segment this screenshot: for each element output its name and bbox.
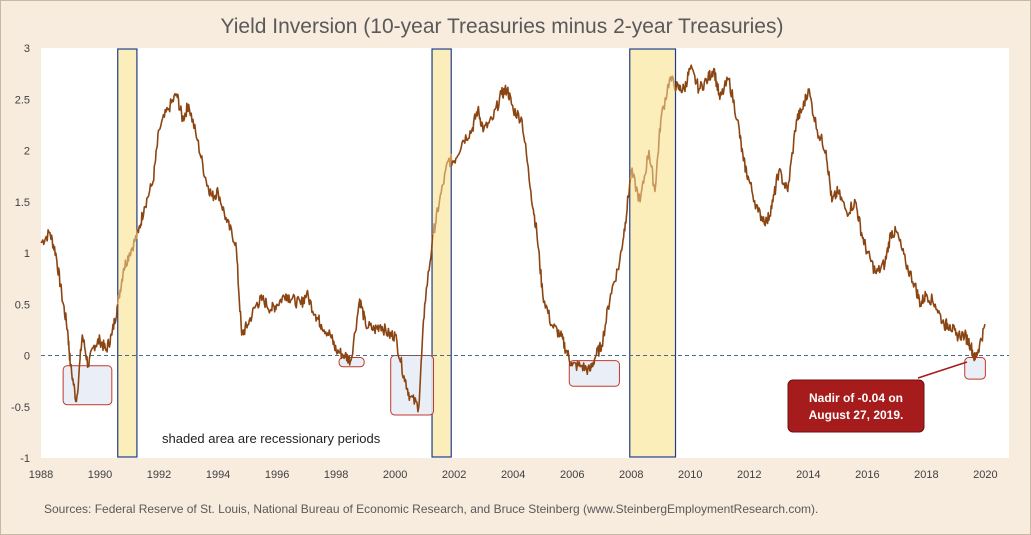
- inversion-box-0: [62, 365, 113, 406]
- x-tick-label: 2008: [619, 469, 643, 481]
- source-note: Sources: Federal Reserve of St. Louis, N…: [44, 502, 818, 516]
- callout-pointer: [917, 361, 968, 379]
- y-tick-label: -0.5: [11, 402, 30, 414]
- x-tick-label: 2002: [442, 469, 466, 481]
- recession-band-1: [431, 48, 452, 458]
- series-group: [40, 64, 986, 413]
- x-tick-label: 1990: [88, 469, 112, 481]
- callout-line-2: August 27, 2019.: [809, 408, 904, 422]
- recession-band-0: [117, 48, 138, 458]
- y-tick-label: 3: [24, 43, 30, 55]
- series-line-segment-4: [451, 84, 631, 376]
- shaded-area-note: shaded area are recessionary periods: [162, 431, 381, 446]
- x-tick-label: 2000: [383, 469, 407, 481]
- x-axis: 1988 1990 1992 1994 1996 1998 2000 2002 2004 2006…: [29, 469, 998, 481]
- series-line-segment-6: [675, 64, 986, 362]
- x-tick-label: 1994: [206, 469, 230, 481]
- x-tick-label: 2010: [678, 469, 702, 481]
- y-tick-label: 0.5: [15, 299, 30, 311]
- x-tick-label: 1988: [29, 469, 53, 481]
- x-tick-label: 1996: [265, 469, 289, 481]
- series-line-segment-5: [629, 75, 677, 203]
- x-tick-label: 1992: [147, 469, 171, 481]
- x-tick-label: 2014: [796, 469, 820, 481]
- y-tick-label: 2: [24, 146, 30, 158]
- chart-title: Yield Inversion (10-year Treasuries minu…: [221, 15, 784, 38]
- x-tick-label: 2016: [855, 469, 879, 481]
- inversion-box-4: [964, 357, 986, 380]
- callout-line-1: Nadir of -0.04 on: [809, 391, 903, 405]
- x-tick-label: 2020: [973, 469, 997, 481]
- x-tick-label: 2012: [737, 469, 761, 481]
- y-tick-label: 0: [24, 351, 30, 363]
- recession-band-2: [629, 48, 677, 458]
- inversion-box-2: [390, 355, 435, 416]
- y-tick-label: 1.5: [15, 197, 30, 209]
- series-line-segment-1: [116, 229, 139, 305]
- x-tick-label: 2018: [914, 469, 938, 481]
- nadir-callout: [787, 379, 925, 433]
- x-tick-label: 2004: [501, 469, 525, 481]
- y-tick-label: 2.5: [15, 94, 30, 106]
- series-line-segment-2: [136, 92, 434, 413]
- y-tick-label: -1: [20, 453, 30, 465]
- y-tick-label: 1: [24, 248, 30, 260]
- x-tick-label: 2006: [560, 469, 584, 481]
- y-axis: -1 -0.5 0 0.5 1 1.5 2 2.5 3: [11, 43, 30, 465]
- series-line-segment-3: [431, 153, 453, 235]
- x-tick-label: 1998: [324, 469, 348, 481]
- series-line-segment-0: [40, 229, 119, 403]
